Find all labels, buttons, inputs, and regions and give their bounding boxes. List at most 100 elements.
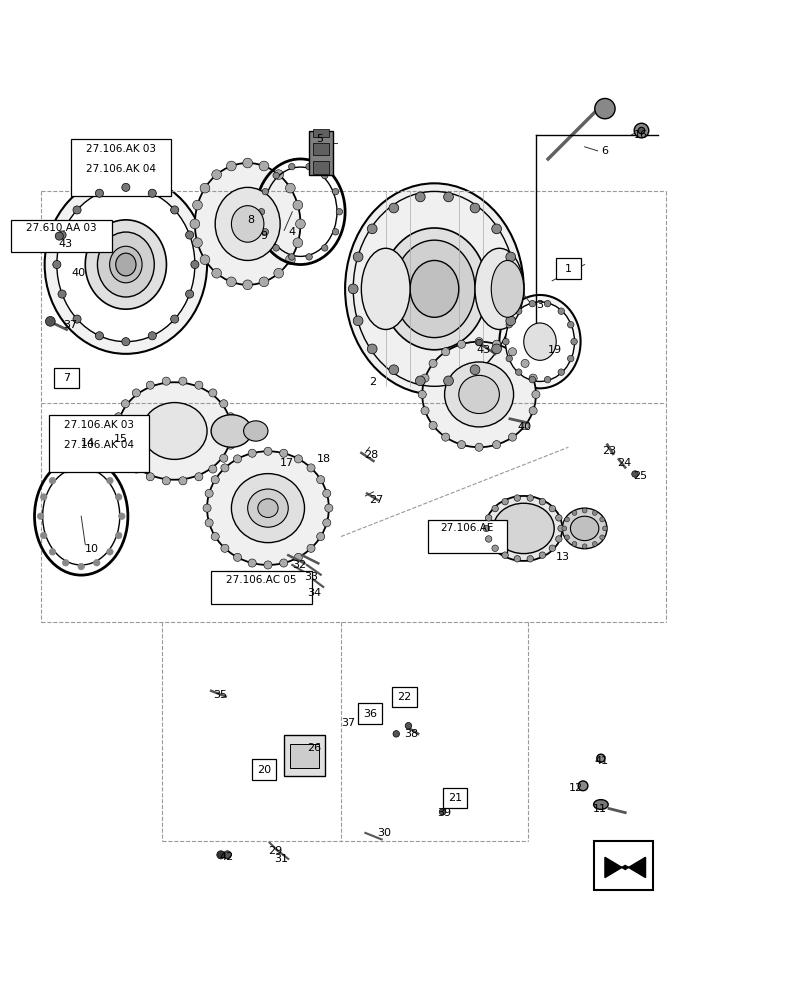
Circle shape [248, 449, 256, 457]
Bar [312, 161, 328, 174]
Circle shape [332, 188, 338, 195]
Circle shape [114, 413, 122, 421]
Text: 26: 26 [307, 743, 320, 753]
Text: 18: 18 [316, 454, 330, 464]
Ellipse shape [491, 260, 523, 317]
Ellipse shape [243, 421, 268, 441]
Circle shape [295, 219, 305, 229]
Circle shape [293, 200, 303, 210]
Ellipse shape [458, 375, 499, 414]
Circle shape [567, 355, 573, 362]
Circle shape [186, 290, 194, 298]
Circle shape [306, 163, 312, 170]
Circle shape [457, 340, 465, 348]
Circle shape [505, 355, 512, 362]
Ellipse shape [444, 362, 513, 427]
Ellipse shape [258, 499, 277, 517]
Text: 3: 3 [535, 300, 543, 310]
Ellipse shape [594, 98, 615, 119]
Text: 6: 6 [600, 146, 607, 156]
Circle shape [515, 308, 521, 314]
Circle shape [293, 238, 303, 248]
Bar [556, 258, 580, 279]
Circle shape [132, 465, 140, 473]
Ellipse shape [493, 503, 553, 554]
Circle shape [307, 464, 315, 472]
Circle shape [178, 477, 187, 485]
Text: 16: 16 [633, 130, 646, 140]
Ellipse shape [485, 496, 562, 561]
Ellipse shape [115, 253, 135, 276]
Circle shape [146, 473, 154, 481]
Text: 24: 24 [616, 458, 631, 468]
Circle shape [348, 284, 358, 294]
Circle shape [212, 170, 221, 180]
Circle shape [526, 556, 533, 562]
Ellipse shape [45, 175, 207, 354]
Text: 19: 19 [547, 345, 561, 355]
Circle shape [122, 338, 130, 346]
Bar [312, 129, 328, 137]
Circle shape [55, 232, 63, 240]
Bar [312, 143, 328, 155]
Circle shape [388, 365, 398, 375]
Circle shape [195, 473, 203, 481]
Circle shape [122, 183, 130, 191]
Circle shape [121, 454, 129, 462]
Circle shape [418, 390, 426, 398]
Ellipse shape [499, 295, 580, 388]
Circle shape [41, 532, 47, 539]
Circle shape [220, 454, 228, 462]
Circle shape [529, 300, 535, 307]
Circle shape [186, 231, 194, 239]
Circle shape [121, 400, 129, 408]
Circle shape [428, 421, 436, 430]
Circle shape [557, 308, 564, 314]
Bar [211, 571, 311, 604]
Ellipse shape [118, 382, 231, 480]
Circle shape [415, 192, 425, 202]
Text: 12: 12 [568, 783, 581, 793]
Circle shape [502, 338, 508, 345]
Bar [358, 703, 382, 724]
Text: 37: 37 [63, 320, 77, 330]
Circle shape [557, 525, 564, 532]
Circle shape [529, 376, 535, 383]
Circle shape [420, 407, 428, 415]
Circle shape [564, 517, 569, 522]
Circle shape [526, 495, 533, 501]
Bar [442, 788, 466, 808]
Circle shape [353, 316, 363, 326]
Circle shape [420, 374, 428, 382]
Text: 7: 7 [63, 373, 70, 383]
Text: 31: 31 [274, 854, 288, 864]
Text: 36: 36 [363, 709, 377, 719]
Circle shape [62, 466, 69, 473]
Circle shape [367, 224, 376, 234]
Circle shape [529, 407, 537, 415]
Circle shape [316, 476, 324, 484]
Circle shape [322, 519, 330, 527]
Circle shape [132, 389, 140, 397]
Circle shape [324, 504, 333, 512]
Circle shape [49, 549, 56, 555]
Circle shape [115, 494, 122, 500]
Circle shape [367, 344, 376, 354]
Circle shape [515, 369, 521, 375]
Text: 27: 27 [369, 495, 384, 505]
Circle shape [220, 400, 228, 408]
Ellipse shape [569, 516, 598, 541]
Circle shape [170, 206, 178, 214]
Text: 32: 32 [292, 560, 306, 570]
Circle shape [599, 535, 604, 540]
Circle shape [208, 465, 217, 473]
Circle shape [223, 851, 231, 859]
Text: 4: 4 [288, 227, 295, 237]
Ellipse shape [195, 163, 300, 285]
Circle shape [510, 284, 520, 294]
Text: 27.106.AC 05: 27.106.AC 05 [226, 575, 296, 585]
Text: 20: 20 [256, 765, 271, 775]
Circle shape [571, 541, 576, 546]
Circle shape [570, 338, 577, 345]
Circle shape [200, 183, 209, 193]
